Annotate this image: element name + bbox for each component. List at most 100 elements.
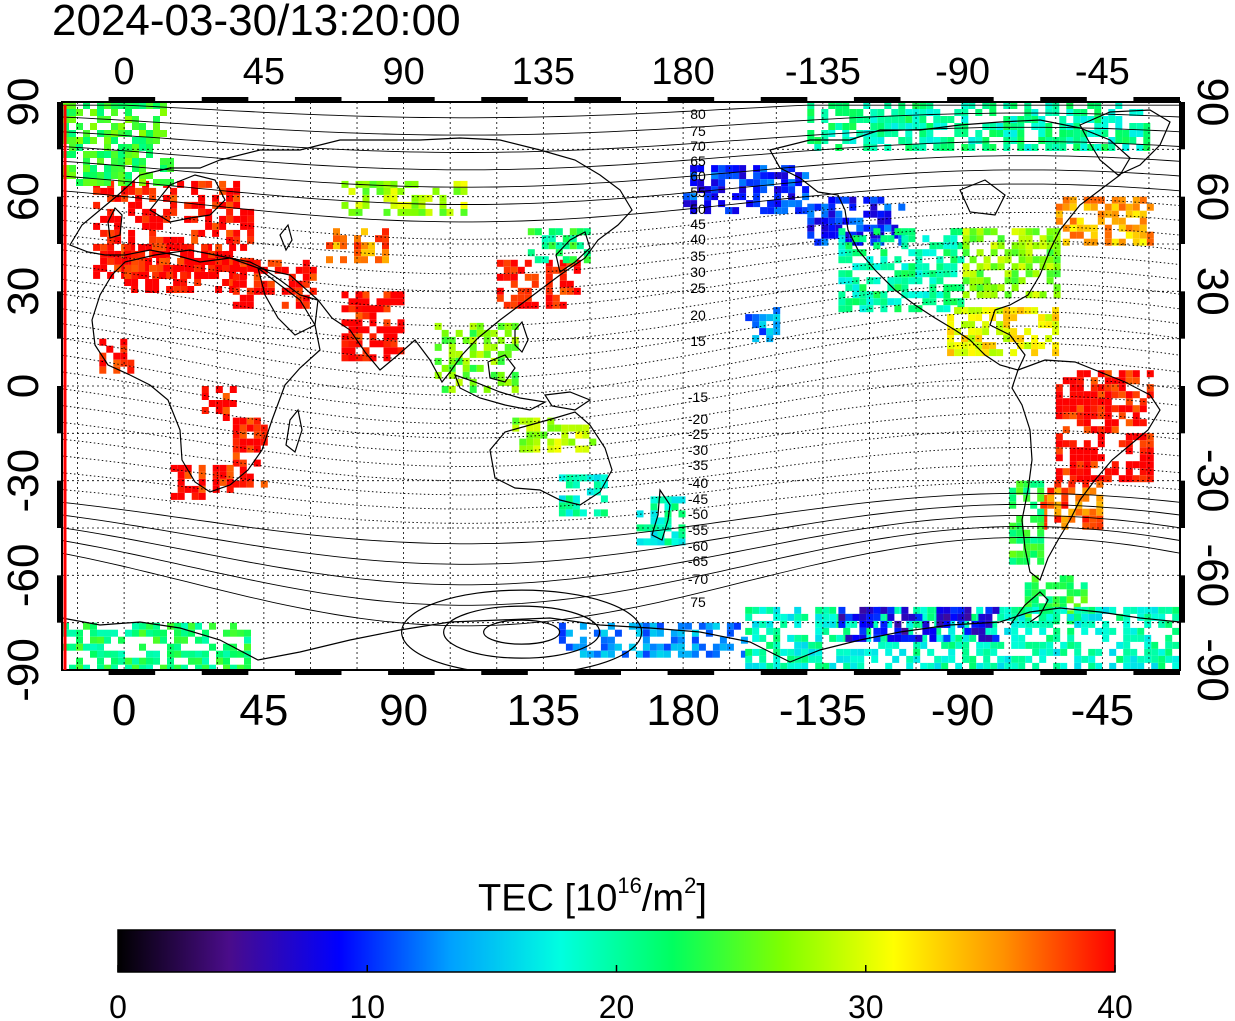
contour-label: 65: [690, 153, 706, 169]
contour-label: 70: [690, 138, 706, 154]
lat-tick-right: -90: [1188, 638, 1235, 702]
colorbar-title: TEC [1016/m2]: [478, 868, 707, 921]
lat-tick-right: -30: [1188, 449, 1235, 513]
lon-tick-top: 180: [651, 51, 714, 93]
lat-tick-left: -90: [0, 638, 48, 702]
tec-patch: [558, 474, 608, 517]
tec-patch: [962, 228, 1061, 299]
tec-patch: [683, 165, 810, 215]
lon-tick-bottom: 0: [112, 686, 136, 735]
coast-antarctica: [62, 607, 1180, 663]
tec-patch: [434, 322, 519, 393]
contour-label: 45: [690, 216, 706, 232]
lon-tick-bottom: -90: [931, 686, 995, 735]
lat-tick-left: 60: [0, 172, 48, 221]
coastlines: [62, 109, 1180, 663]
contour-label: 80: [690, 106, 706, 122]
contour-label: -65: [688, 553, 708, 569]
contour-label: -30: [688, 442, 708, 458]
tec-patch: [62, 622, 251, 670]
lat-tick-right: 90: [1188, 78, 1235, 127]
contour-label: 55: [690, 184, 706, 200]
coast-philippines: [514, 320, 529, 354]
lon-tick-top: 0: [114, 51, 135, 93]
lat-tick-left: -30: [0, 449, 48, 513]
coast-borneo: [487, 354, 516, 383]
colorbar-title-base: TEC [10: [478, 877, 618, 920]
colorbar-tick-label: 30: [848, 989, 884, 1021]
contour-label: 75: [690, 594, 706, 610]
contour-label: 20: [690, 307, 706, 323]
contour-label: -15: [688, 389, 708, 405]
coast-australia: [489, 411, 613, 506]
coast-caspian: [279, 223, 293, 252]
coast-new-guinea: [543, 391, 592, 411]
tec-patch: [201, 386, 237, 421]
colorbar-tick-label: 0: [109, 989, 127, 1021]
colorbar-ticks: 0 10 20 30 40: [109, 965, 1133, 1021]
contour-label: 35: [690, 248, 706, 264]
colorbar-tick-label: 20: [599, 989, 635, 1021]
coast-greenland: [1079, 109, 1171, 176]
coast-indonesia: [453, 374, 547, 411]
colorbar-tick-label: 40: [1097, 989, 1133, 1021]
coast-africa: [91, 249, 321, 493]
contour-label: -20: [688, 411, 708, 427]
coast-new-zealand: [651, 488, 671, 541]
contour-labels: 8075706560555045403530252015-15-20-25-30…: [688, 106, 708, 610]
lon-tick-top: 90: [382, 51, 424, 93]
coast-hudson-bay: [959, 179, 1006, 216]
lon-tick-bottom: 90: [379, 686, 428, 735]
coast-eurasia: [69, 137, 633, 384]
lon-tick-bottom: 45: [239, 686, 288, 735]
contour-label: 60: [690, 168, 706, 184]
colorbar-title-close: ]: [696, 877, 707, 920]
colorbar-title-exponent: 16: [617, 873, 642, 898]
lat-tick-left: 0: [0, 374, 48, 398]
lat-tick-right: 0: [1188, 374, 1235, 398]
colorbar-title-unit-exponent: 2: [684, 873, 697, 898]
lon-tick-bottom: -135: [779, 686, 867, 735]
tec-patch: [838, 228, 965, 313]
lat-tick-left: 30: [0, 267, 48, 316]
contour-label: -35: [688, 457, 708, 473]
lon-tick-bottom: -45: [1071, 686, 1135, 735]
coast-north-america: [769, 119, 1131, 371]
coast-south-america: [1011, 359, 1161, 581]
contour-label: 15: [690, 333, 706, 349]
contour-label: -40: [688, 475, 708, 491]
lon-tick-top: 45: [243, 51, 285, 93]
contour-label: 40: [690, 231, 706, 247]
plot-title: 2024-03-30/13:20:00: [52, 0, 461, 45]
contour-label: 50: [690, 201, 706, 217]
tec-data-layer: [62, 102, 1180, 670]
lon-tick-top: -90: [935, 51, 990, 93]
lat-tick-right: 30: [1188, 267, 1235, 316]
tec-patch: [527, 228, 591, 264]
colorbar-tick-label: 10: [349, 989, 385, 1021]
coast-uk: [107, 206, 123, 239]
contour-label: 25: [690, 280, 706, 296]
lat-tick-left: 90: [0, 78, 48, 127]
coast-scandinavia: [149, 174, 226, 223]
contour-label: -60: [688, 538, 708, 554]
contour-label: -70: [688, 571, 708, 587]
contour-label: -45: [688, 491, 708, 507]
contour-label: 75: [690, 123, 706, 139]
tec-patch: [341, 291, 405, 362]
lat-tick-right: -60: [1188, 544, 1235, 608]
coast-antarctic-peninsula: [1009, 591, 1049, 626]
axis-tick-bars: [57, 97, 1185, 675]
contour-label: -50: [688, 506, 708, 522]
coast-arabia: [257, 267, 319, 336]
tec-map: 0 45 90 135 180 -135 -90 -45 0 45 90 135 180 -135 -90 -…: [0, 51, 1235, 735]
contour-label: -55: [688, 522, 708, 538]
tec-patch: [947, 307, 1060, 357]
tec-patch: [838, 606, 1000, 642]
tec-patch: [341, 180, 468, 216]
colorbar: 0 10 20 30 40: [109, 929, 1133, 1021]
tec-patch: [558, 622, 748, 658]
lon-tick-bottom: 135: [507, 686, 580, 735]
tec-patch: [745, 307, 781, 343]
